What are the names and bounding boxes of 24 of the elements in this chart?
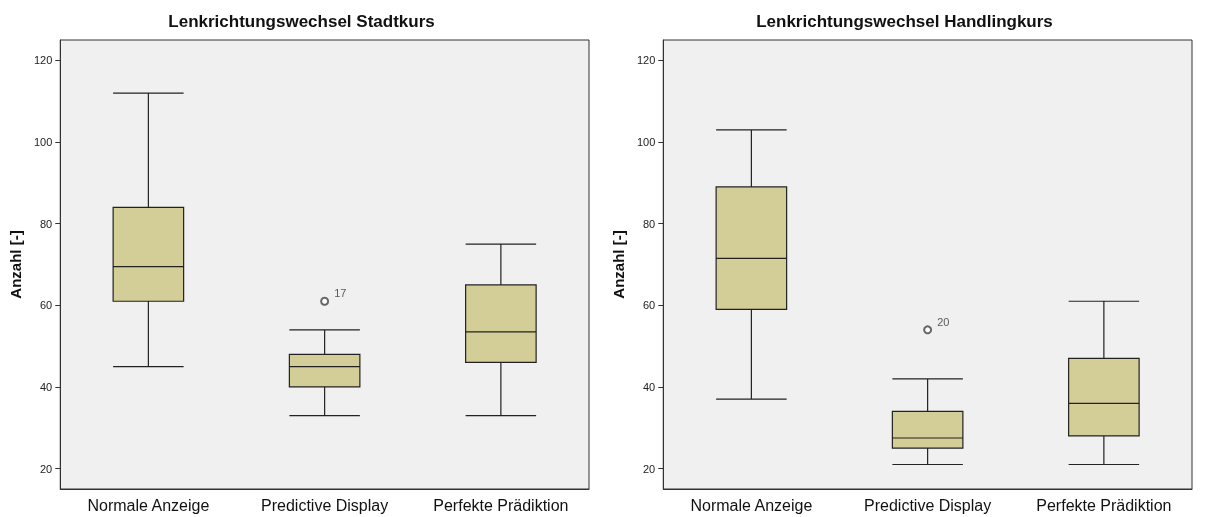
annotation: 17 [334,287,347,300]
y-tick-label: 120 [33,54,53,67]
x-tick-label: Perfekte Prädiktion [1036,496,1172,514]
x-tick-label: Normale Anzeige [690,496,813,514]
y-tick-label: 60 [40,299,53,312]
y-axis-title: Anzahl [-] [7,230,24,299]
y-tick-label: 80 [643,217,656,230]
chart-title: Lenkrichtungswechsel Stadtkurs [168,12,435,31]
x-tick-label: Predictive Display [864,496,992,514]
y-tick-label: 60 [643,299,656,312]
y-tick-label: 100 [636,136,656,149]
y-tick-label: 100 [33,136,53,149]
x-tick-label: Perfekte Prädiktion [433,496,569,514]
y-tick-label: 20 [643,462,656,475]
chart-title: Lenkrichtungswechsel Handlingkurs [756,12,1053,31]
annotation: 20 [937,315,950,328]
y-tick-label: 120 [636,54,656,67]
y-axis-title: Anzahl [-] [610,230,627,299]
y-tick-label: 20 [40,462,53,475]
y-tick-label: 40 [40,380,53,393]
y-tick-label: 80 [40,217,53,230]
x-tick-label: Predictive Display [261,496,389,514]
x-tick-label: Normale Anzeige [87,496,210,514]
y-tick-label: 40 [643,380,656,393]
